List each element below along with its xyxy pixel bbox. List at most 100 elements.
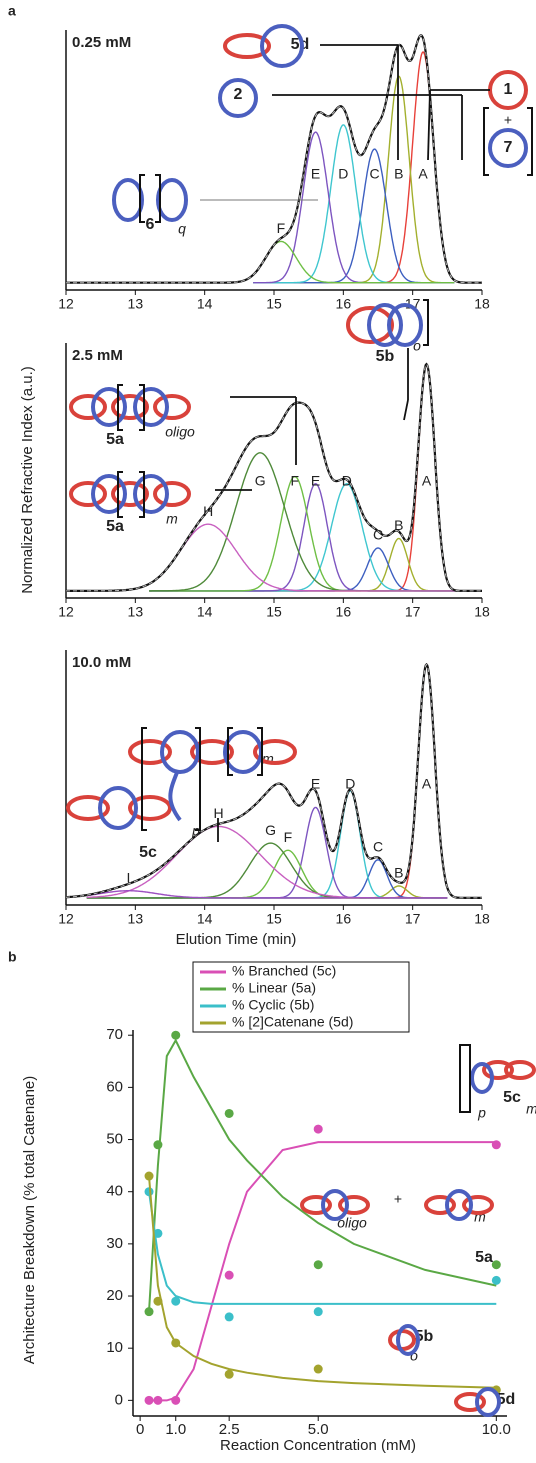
data-point: [224, 1270, 234, 1280]
x-tick-label: 17: [405, 296, 421, 312]
panel-title: 2.5 mM: [72, 347, 123, 364]
annotation: p: [477, 1105, 486, 1121]
panel-title: 10.0 mM: [72, 654, 131, 671]
x-tick-label: 15: [266, 604, 282, 620]
ring-icon: [98, 786, 138, 830]
x-tick-label: 18: [474, 604, 490, 620]
y-tick-label: 0: [115, 1391, 123, 1408]
y-tick-label: 40: [106, 1183, 123, 1200]
leader-line: [427, 89, 431, 161]
ring-icon: [218, 78, 258, 118]
x-axis-label: Reaction Concentration (mM): [220, 1437, 416, 1454]
ring-icon: [367, 303, 403, 347]
bracket: [483, 107, 489, 176]
peak-label: A: [422, 776, 432, 792]
fit-line: [149, 1141, 497, 1402]
bracket: [117, 471, 123, 518]
legend-box: [192, 961, 410, 1033]
y-tick-label: 70: [106, 1026, 123, 1043]
data-point: [313, 1307, 323, 1317]
data-point: [224, 1369, 234, 1379]
ring-icon: [156, 178, 188, 222]
ring-icon: [396, 1324, 420, 1356]
fit-line: [148, 1176, 497, 1389]
annotation: +: [504, 112, 512, 128]
annotation: 5a: [106, 518, 124, 535]
bracket: [423, 299, 429, 346]
ring-icon: [91, 474, 127, 514]
data-point: [491, 1275, 501, 1285]
x-tick-label: 13: [128, 911, 144, 927]
annotation: 5b: [376, 348, 395, 365]
ring-icon: [424, 1195, 456, 1215]
ring-icon: [462, 1195, 494, 1215]
ring-icon: [504, 1060, 536, 1080]
bracket: [465, 1044, 471, 1113]
ring-icon: [160, 730, 200, 774]
panel-label: a: [8, 3, 16, 19]
annotation: 5c: [503, 1089, 521, 1106]
y-axis-label: Architecture Breakdown (% total Catenane…: [21, 1076, 38, 1364]
ring-icon: [153, 394, 191, 420]
ring-icon: [112, 178, 144, 222]
linker: [168, 769, 182, 822]
x-tick-label: 10.0: [482, 1421, 511, 1438]
data-point: [491, 1140, 501, 1150]
data-point: [171, 1296, 181, 1306]
annotation: 5a: [106, 431, 124, 448]
bracket: [139, 471, 145, 518]
ring-icon: [153, 481, 191, 507]
peak-label: G: [255, 473, 266, 489]
ring-icon: [445, 1189, 473, 1221]
ring-icon: [388, 1329, 416, 1351]
fit-envelope: [66, 34, 482, 284]
x-tick-label: 5.0: [308, 1421, 329, 1438]
data-point: [313, 1124, 323, 1134]
ring-icon: [133, 474, 169, 514]
total-trace: [66, 662, 482, 899]
x-tick-label: 13: [128, 296, 144, 312]
bracket: [155, 174, 161, 223]
annotation: 5d: [497, 1391, 516, 1408]
annotation: 1: [504, 81, 513, 98]
peak-fit: [149, 363, 462, 592]
legend-label: % [2]Catenane (5d): [232, 1014, 353, 1030]
peak-label: A: [418, 166, 428, 182]
annotation: 2: [234, 86, 243, 103]
x-tick-label: 15: [266, 911, 282, 927]
y-tick-label: 50: [106, 1131, 123, 1148]
annotation: o: [413, 338, 421, 354]
x-tick-label: 18: [474, 911, 490, 927]
data-point: [171, 1395, 181, 1405]
ring-icon: [190, 739, 234, 765]
ring-icon: [69, 394, 107, 420]
peak-fit: [148, 523, 462, 592]
data-point: [153, 1395, 163, 1405]
peak-label: E: [311, 166, 320, 182]
bracket: [195, 727, 201, 831]
annotation: q: [178, 221, 186, 237]
ring-icon: [66, 795, 110, 821]
y-tick-label: 60: [106, 1078, 123, 1095]
bracket: [141, 727, 147, 831]
ring-icon: [338, 1195, 370, 1215]
data-point: [171, 1030, 181, 1040]
fit-envelope: [66, 663, 482, 899]
data-point: [153, 1228, 163, 1238]
annotation: 5c: [139, 844, 157, 861]
data-point: [491, 1260, 501, 1270]
bracket: [117, 384, 123, 431]
peak-label: A: [422, 473, 432, 489]
x-tick-label: 16: [336, 296, 352, 312]
peak-label: F: [284, 829, 293, 845]
annotation: m: [166, 511, 178, 527]
ring-icon: [488, 128, 528, 168]
x-tick-label: 13: [128, 604, 144, 620]
peak-label: G: [265, 822, 276, 838]
peak-label: H: [213, 805, 223, 821]
annotation: oligo: [337, 1215, 367, 1231]
peak-fit: [253, 124, 455, 284]
ring-icon: [91, 387, 127, 427]
annotation: o: [410, 1348, 418, 1364]
